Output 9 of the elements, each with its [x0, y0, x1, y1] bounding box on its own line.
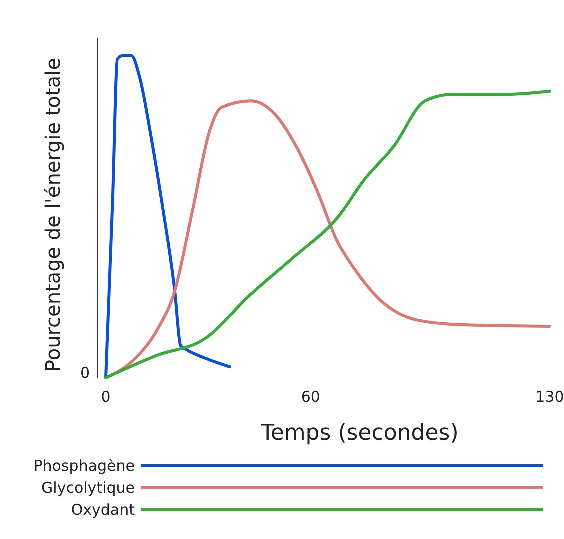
- x-tick-label: 60: [301, 388, 320, 406]
- legend-label: Glycolytique: [42, 479, 135, 497]
- legend-label: Phosphagène: [34, 457, 135, 475]
- x-tick-label: 130: [536, 388, 564, 406]
- x-tick-label: 0: [101, 388, 111, 406]
- y-axis-title: Pourcentage de l'énergie totale: [41, 58, 65, 372]
- text: 0: [80, 364, 90, 382]
- legend-label: Oxydant: [71, 501, 136, 519]
- x-axis-title: Temps (secondes): [260, 421, 459, 446]
